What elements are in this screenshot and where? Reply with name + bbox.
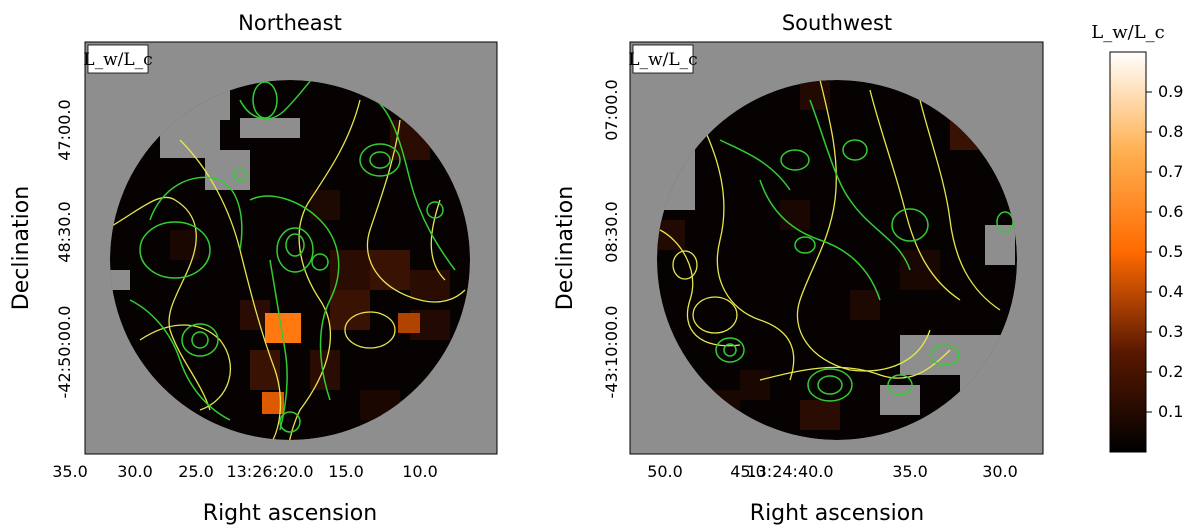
panel-title: Northeast — [238, 11, 342, 35]
colorbar-tick-label: 0.2 — [1158, 362, 1183, 381]
colorbar-tick-label: 0.9 — [1158, 82, 1183, 101]
y-axis-label: Declination — [553, 186, 578, 310]
y-tick-label: 07:00.0 — [602, 79, 621, 140]
colorbar-label: L_w/L_c — [1091, 22, 1164, 43]
colorbar-tick-label: 0.7 — [1158, 162, 1183, 181]
y-tick-label: 48:30.0 — [55, 201, 74, 262]
contours — [110, 80, 466, 440]
y-tick-labels: 47:00.0 48:30.0 -42:50:00.0 — [55, 99, 74, 398]
colorbar-tick-label: 0.5 — [1158, 242, 1183, 261]
inset-label: L_w/L_c — [628, 50, 697, 70]
x-tick-label: 10.0 — [402, 462, 438, 481]
x-tick-label: 35.0 — [892, 462, 928, 481]
y-tick-label: -43:10:00.0 — [602, 306, 621, 399]
colorbar-tick-label: 0.1 — [1158, 402, 1183, 421]
hotspot-cell — [262, 392, 284, 414]
colorbar-tick-label: 0.8 — [1158, 122, 1183, 141]
x-tick-label: 45.0 — [730, 462, 766, 481]
x-tick-labels: 50.0 45.013:24:40.0 35.0 30.0 — [647, 462, 1018, 481]
colorbar-tick-label: 0.4 — [1158, 282, 1183, 301]
panel-southwest: Southwest — [553, 11, 1044, 526]
panel-northeast: Northeast — [9, 11, 498, 526]
hotspot-cell — [398, 313, 420, 333]
y-tick-label: 08:30.0 — [602, 201, 621, 262]
y-tick-label: -42:50:00.0 — [55, 306, 74, 399]
x-tick-label: 50.0 — [647, 462, 683, 481]
x-axis-label: Right ascension — [750, 501, 924, 526]
x-tick-label: 30.0 — [117, 462, 153, 481]
x-tick-label: 35.0 — [52, 462, 88, 481]
colorbar-ticks: 0.9 0.8 0.7 0.6 0.5 0.4 0.3 0.2 0.1 — [1146, 82, 1183, 421]
x-tick-label: 25.0 — [178, 462, 214, 481]
wavelet-map — [657, 80, 1017, 440]
x-tick-label: 30.0 — [982, 462, 1018, 481]
colorbar-tick-label: 0.3 — [1158, 322, 1183, 341]
inset-label-box: L_w/L_c — [628, 44, 698, 74]
x-tick-label: 13:26:20.0 — [226, 462, 313, 481]
colorbar: L_w/L_c 0.9 0.8 0.7 0.6 0.5 0.4 0.3 0.2 0.1 — [1091, 22, 1183, 453]
x-tick-labels: 35.0 30.0 25.0 13:26:20.0 15.0 10.0 — [52, 462, 438, 481]
x-tick-label: 15.0 — [328, 462, 364, 481]
colorbar-tick-label: 0.6 — [1158, 202, 1183, 221]
y-tick-label: 47:00.0 — [55, 99, 74, 160]
inset-label-box: L_w/L_c — [83, 44, 153, 74]
colorbar-gradient — [1109, 51, 1147, 453]
y-axis-label: Declination — [9, 186, 34, 310]
wavelet-map — [110, 80, 470, 440]
panel-title: Southwest — [782, 11, 892, 35]
x-axis-label: Right ascension — [203, 501, 377, 526]
y-tick-labels: 07:00.0 08:30.0 -43:10:00.0 — [602, 79, 621, 398]
contours — [659, 80, 1014, 402]
inset-label: L_w/L_c — [83, 50, 152, 70]
x-tick-label: 13:24:40.0 — [746, 462, 833, 481]
